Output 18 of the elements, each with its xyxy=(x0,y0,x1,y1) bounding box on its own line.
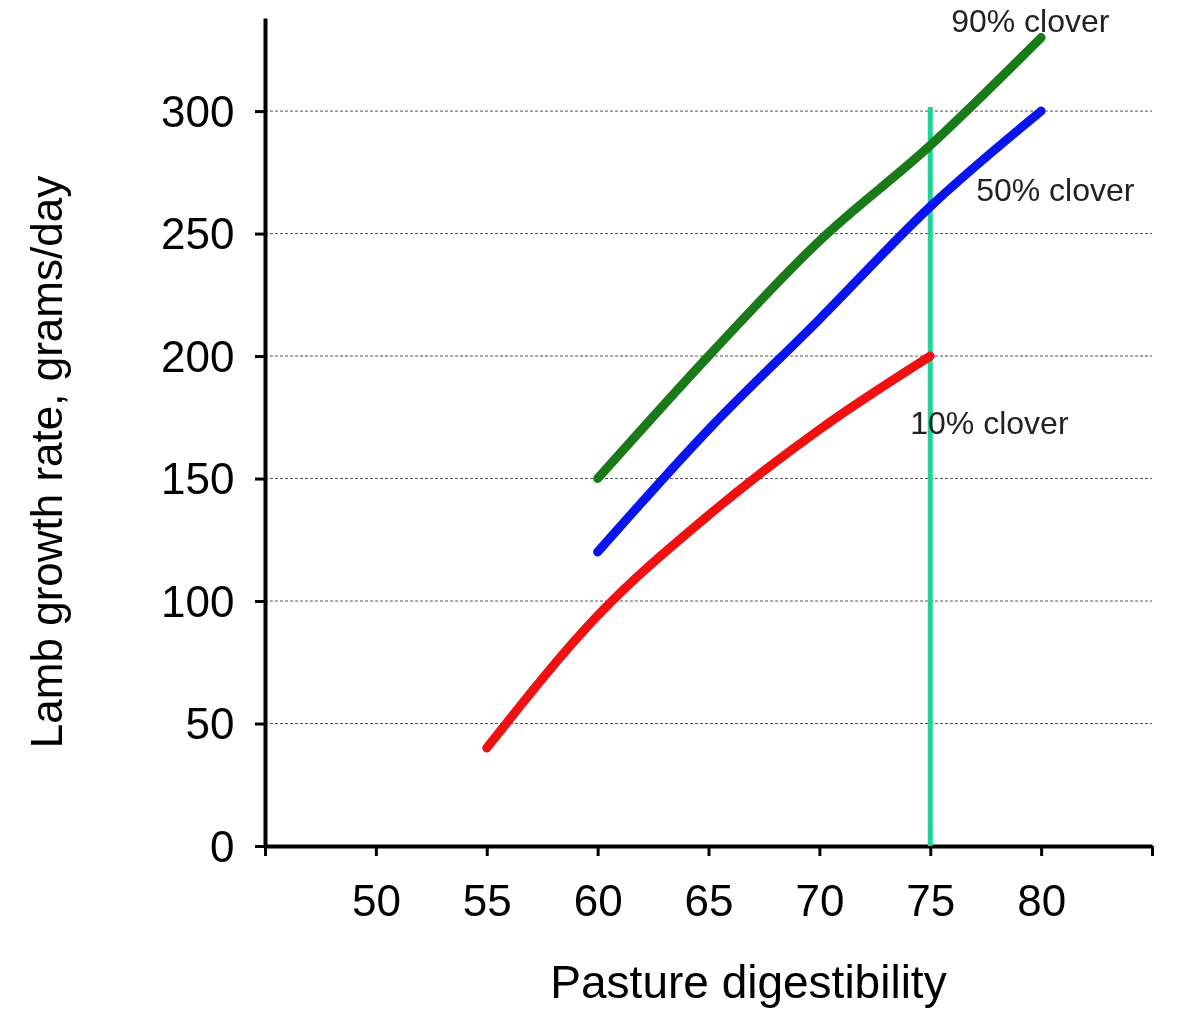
x-tick-label: 65 xyxy=(684,876,734,926)
x-tick-label: 70 xyxy=(795,876,845,926)
x-axis-title: Pasture digestibility xyxy=(550,956,947,1008)
series-label: 50% clover xyxy=(976,172,1135,209)
y-tick-label: 100 xyxy=(160,576,235,626)
series-label: 90% clover xyxy=(951,2,1110,39)
x-tick-label: 50 xyxy=(351,876,401,926)
y-tick-label: 150 xyxy=(160,454,235,504)
y-tick-label: 300 xyxy=(160,86,235,136)
x-tick-label: 55 xyxy=(462,876,512,926)
x-tick-label: 80 xyxy=(1017,876,1067,926)
y-tick-label: 0 xyxy=(209,821,235,871)
x-tick-label: 60 xyxy=(573,876,623,926)
y-tick-label: 50 xyxy=(185,699,235,749)
y-tick-label: 250 xyxy=(160,209,235,259)
x-tick-label: 75 xyxy=(906,876,956,926)
y-tick-label: 200 xyxy=(160,331,235,381)
y-axis-title: Lamb growth rate, grams/day xyxy=(22,175,71,749)
